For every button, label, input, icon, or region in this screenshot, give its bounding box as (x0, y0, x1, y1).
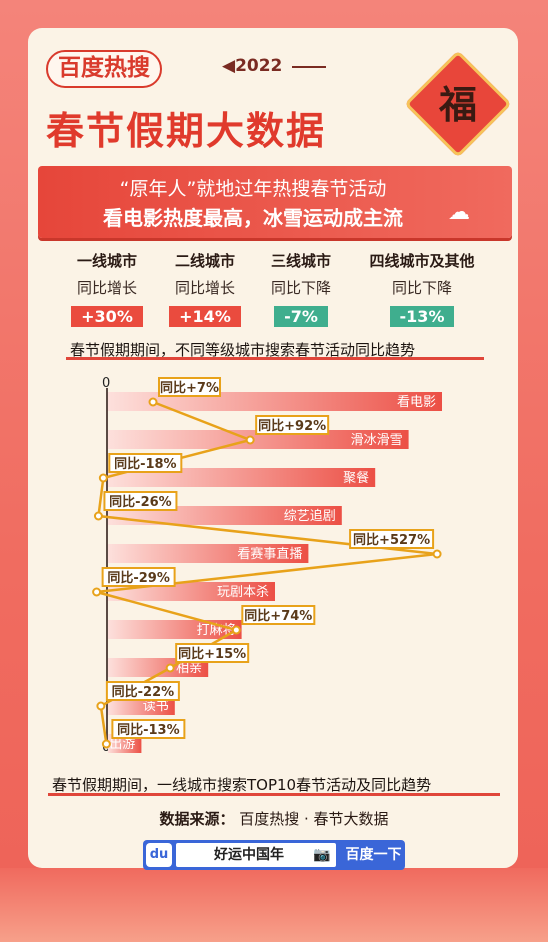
headline-banner: “原年人”就地过年热搜春节活动 看电影热度最高，冰雪运动成主流 (38, 166, 512, 238)
yoy-tag-1 (255, 415, 330, 435)
yoy-tag-7 (175, 643, 250, 663)
bar-1 (108, 430, 409, 449)
tier-name: 一线城市 (76, 252, 137, 270)
page-title: 春节假期大数据 (46, 109, 327, 153)
tier-name: 四线城市及其他 (369, 252, 475, 270)
yoy-label-6: 同比+74% (244, 608, 312, 624)
yoy-point-9 (101, 739, 111, 749)
search-button[interactable]: 百度一下 (345, 847, 402, 863)
tier-badge: +14% (169, 306, 241, 327)
tier-first: 一线城市 同比增长 +30% (62, 250, 152, 327)
yoy-point-2 (98, 473, 108, 483)
tier-trend: 同比下降 (391, 279, 452, 297)
brand-logo: 百度热搜 (46, 50, 162, 88)
tier-trend: 同比增长 (174, 279, 235, 297)
tier-trend: 同比增长 (76, 279, 137, 297)
caption-tiers: 春节假期期间，不同等级城市搜索春节活动同比趋势 (70, 341, 416, 359)
yoy-label-4: 同比+527% (353, 532, 430, 548)
search-bar[interactable]: du 好运中国年 📷 百度一下 (143, 840, 405, 870)
yoy-tag-4 (349, 529, 435, 549)
data-source: 数据来源： 百度热搜 · 春节大数据 (0, 808, 548, 829)
tier-name: 三线城市 (270, 252, 331, 270)
tier-trend: 同比下降 (270, 279, 331, 297)
source-value: 百度热搜 · 春节大数据 (239, 810, 389, 828)
year-divider (292, 66, 326, 68)
yoy-point-1 (245, 435, 255, 445)
bar-label-4: 看赛事直播 (237, 546, 302, 562)
yoy-label-7: 同比+15% (178, 646, 246, 662)
year-label: ◀2022 (222, 56, 283, 76)
bar-6 (108, 620, 242, 639)
yoy-point-0 (148, 397, 158, 407)
cloud-icon: ☁ (448, 200, 470, 225)
search-text: 好运中国年 (214, 847, 284, 863)
caption-underline (66, 357, 484, 360)
yoy-label-2: 同比-18% (114, 456, 177, 472)
headline-line-2: 看电影热度最高，冰雪运动成主流 (103, 206, 403, 230)
bar-label-3: 综艺追剧 (284, 508, 336, 524)
yoy-tag-6 (241, 605, 316, 625)
bar-label-1: 滑冰滑雪 (351, 433, 403, 448)
fu-character: 福 (438, 83, 477, 127)
tier-name: 二线城市 (174, 252, 235, 270)
bar-label-2: 聚餐 (343, 470, 369, 486)
headline-line-1: “原年人”就地过年热搜春节活动 (119, 178, 387, 200)
tier-badge: -7% (274, 306, 328, 327)
bar-4 (108, 544, 309, 563)
search-input[interactable]: 好运中国年 (176, 843, 336, 867)
yoy-label-8: 同比-22% (112, 684, 175, 700)
tier-badge: +30% (71, 306, 143, 327)
yoy-label-9: 同比-13% (117, 722, 180, 738)
yoy-label-1: 同比+92% (258, 418, 326, 434)
yoy-label-0: 同比+7% (160, 380, 219, 396)
caption-underline (48, 793, 500, 796)
tier-fourth: 四线城市及其他 同比下降 -13% (352, 250, 492, 327)
yoy-point-5 (92, 587, 102, 597)
bar-label-5: 玩剧本杀 (217, 585, 269, 600)
yoy-point-4 (432, 549, 442, 559)
bottom-band (0, 868, 548, 942)
chart-axis (106, 388, 108, 740)
yoy-label-5: 同比-29% (107, 570, 170, 586)
yoy-tag-2 (108, 453, 183, 473)
yoy-tag-9 (111, 719, 186, 739)
source-label: 数据来源： (159, 810, 235, 828)
bar-label-0: 看电影 (397, 394, 436, 410)
yoy-point-6 (231, 625, 241, 635)
tier-third: 三线城市 同比下降 -7% (256, 250, 346, 327)
yoy-tag-5 (101, 567, 176, 587)
tier-second: 二线城市 同比增长 +14% (160, 250, 250, 327)
bar-label-9: 出游 (109, 737, 135, 752)
bar-label-8: 读书 (143, 699, 169, 714)
tier-badge: -13% (389, 306, 455, 327)
yoy-point-7 (165, 663, 175, 673)
axis-zero-top: 0 (102, 376, 111, 391)
yoy-point-3 (93, 511, 103, 521)
baidu-paw-icon: du (146, 843, 172, 867)
yoy-tag-3 (103, 491, 178, 511)
caption-top10: 春节假期期间，一线城市搜索TOP10春节活动及同比趋势 (52, 776, 432, 794)
yoy-tag-8 (105, 681, 180, 701)
camera-icon[interactable]: 📷 (313, 847, 331, 863)
yoy-point-8 (96, 701, 106, 711)
bar-label-7: 相亲 (176, 661, 202, 676)
yoy-tag-0 (158, 377, 222, 397)
yoy-label-3: 同比-26% (109, 494, 172, 510)
